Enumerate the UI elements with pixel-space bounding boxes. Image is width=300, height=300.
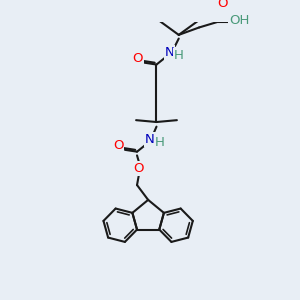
Text: H: H [174, 49, 184, 62]
Text: H: H [154, 136, 164, 149]
Text: O: O [113, 139, 124, 152]
Text: OH: OH [229, 14, 249, 28]
Text: N: N [165, 46, 174, 59]
Text: N: N [145, 133, 155, 146]
Text: O: O [133, 52, 143, 64]
Text: O: O [217, 0, 228, 10]
Text: O: O [134, 162, 144, 175]
